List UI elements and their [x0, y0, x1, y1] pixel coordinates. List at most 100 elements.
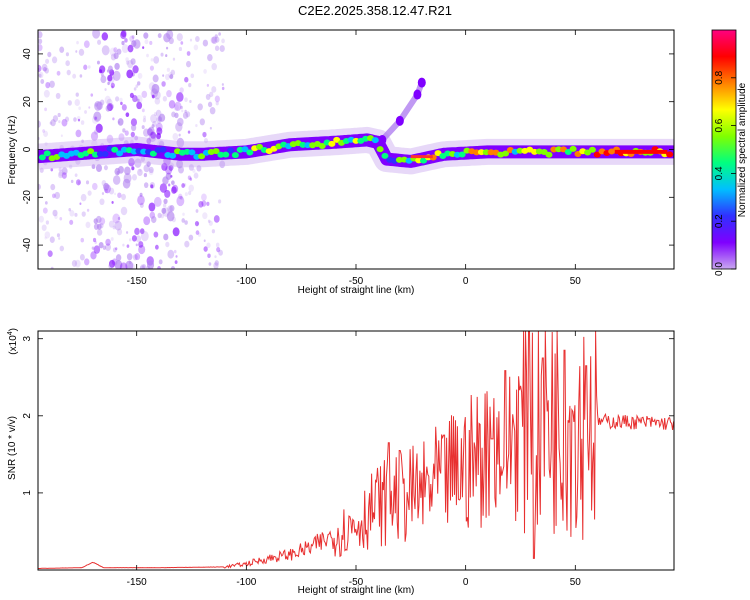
spectrogram-scatter-point	[187, 175, 192, 180]
spectrogram-scatter-point	[201, 193, 207, 201]
spectrogram-scatter-point	[126, 244, 130, 248]
spectrogram-scatter-point	[150, 184, 154, 189]
spectrogram-scatter-point	[94, 240, 97, 244]
spectrogram-branch-point	[413, 89, 422, 100]
spectrogram-scatter-point	[168, 164, 174, 171]
spectrogram-scatter-point	[141, 125, 145, 130]
spectrogram-scatter-point	[176, 195, 185, 207]
spectrogram-panel: -150 -100 -50 0 50 -40 -20 0 20 40 Height of str…	[7, 29, 675, 296]
spectrogram-scatter-point	[143, 115, 146, 120]
spectrogram-amplitude-cell	[458, 151, 466, 158]
spectrogram-y-tick-label: 20	[22, 96, 33, 108]
spectrogram-scatter-point	[178, 165, 184, 174]
spectrogram-scatter-point	[150, 114, 158, 124]
spectrogram-scatter-point	[58, 237, 61, 240]
spectrogram-scatter-point	[90, 251, 97, 260]
spectrogram-scatter-point	[174, 112, 179, 119]
spectrogram-scatter-point	[162, 95, 167, 102]
spectrogram-scatter-point	[77, 118, 81, 122]
spectrogram-branch-point	[417, 77, 426, 88]
spectrogram-scatter-point	[39, 167, 44, 173]
spectrogram-scatter-point	[108, 187, 115, 195]
spectrogram-scatter-point	[114, 220, 122, 231]
spectrogram-scatter-point	[96, 228, 103, 236]
spectrogram-scatter-point	[162, 203, 167, 208]
spectrogram-scatter-point	[129, 47, 132, 51]
spectrogram-scatter-point	[59, 46, 65, 53]
spectrogram-scatter-point	[47, 51, 52, 58]
spectrogram-scatter-point	[49, 80, 55, 88]
spectrogram-scatter-point	[218, 249, 223, 256]
spectrogram-scatter-point	[181, 109, 184, 113]
spectrogram-amplitude-cell	[376, 146, 384, 153]
snr-y-tick-label: 1	[22, 490, 33, 496]
spectrogram-scatter-point	[125, 112, 130, 118]
spectrogram-scatter-point	[40, 79, 45, 84]
spectrogram-scatter-point	[50, 266, 54, 269]
spectrogram-scatter-point	[188, 234, 194, 241]
spectrogram-scatter-point	[196, 165, 202, 172]
spectrogram-scatter-point	[166, 90, 172, 98]
spectrogram-scatter-point	[75, 129, 82, 138]
spectrogram-scatter-point	[207, 219, 211, 223]
spectrogram-scatter-point	[139, 265, 145, 269]
spectrogram-amplitude-cell	[333, 136, 341, 143]
spectrogram-scatter-point	[207, 101, 213, 108]
spectrogram-scatter-point	[188, 184, 194, 192]
spectrogram-scatter-point	[188, 164, 194, 171]
spectrogram-scatter-point	[73, 117, 77, 122]
snr-x-tick-label: -100	[236, 577, 256, 588]
spectrogram-scatter-point	[154, 97, 161, 105]
spectrogram-scatter-point	[57, 112, 61, 118]
spectrogram-branch-point	[378, 134, 387, 145]
colorbar-tick-label: 0.8	[714, 70, 725, 84]
spectrogram-scatter-point	[137, 72, 143, 79]
spectrogram-scatter-point	[64, 116, 70, 122]
spectrogram-x-tick-label: -100	[236, 276, 256, 287]
spectrogram-amplitude-cell	[96, 150, 104, 157]
spectrogram-scatter-point	[184, 240, 190, 248]
spectrogram-scatter-point	[134, 158, 142, 168]
spectrogram-scatter-point	[87, 65, 91, 69]
spectrogram-amplitude-cell	[198, 153, 206, 160]
spectrogram-scatter-point	[99, 198, 105, 206]
spectrogram-scatter-point	[126, 231, 129, 234]
spectrogram-scatter-point	[108, 259, 116, 268]
spectrogram-scatter-point	[196, 221, 200, 226]
spectrogram-scatter-point	[44, 201, 48, 205]
spectrogram-scatter-point	[98, 69, 103, 74]
spectrogram-amplitude-cell	[241, 146, 249, 153]
spectrogram-branch	[380, 81, 425, 142]
spectrogram-scatter-point	[139, 202, 144, 208]
spectrogram-y-tick-label: -40	[22, 237, 33, 252]
spectrogram-scatter-point	[60, 134, 63, 138]
spectrogram-scatter-point	[66, 69, 71, 76]
snr-y-axis: 1 2 3	[22, 335, 674, 496]
spectrogram-scatter-point	[188, 190, 192, 196]
spectrogram-scatter-point	[50, 183, 56, 191]
spectrogram-scatter-point	[161, 162, 168, 171]
spectrogram-scatter-point	[215, 101, 219, 106]
spectrogram-scatter-point	[128, 238, 132, 242]
spectrogram-scatter-point	[151, 124, 155, 129]
spectrogram-scatter-point	[79, 254, 85, 261]
spectrogram-scatter-point	[176, 137, 185, 148]
spectrogram-scatter-point	[170, 266, 176, 269]
snr-panel: -150 -100 -50 0 50 1 2 3 Height of straight li…	[7, 328, 675, 596]
spectrogram-scatter-point	[184, 109, 187, 113]
spectrogram-amplitude-cell	[352, 137, 360, 144]
spectrogram-scatter-point	[103, 165, 108, 171]
spectrogram-amplitude-cell	[564, 149, 572, 156]
spectrogram-scatter-point	[207, 253, 211, 258]
spectrogram-scatter-point	[221, 86, 225, 91]
spectrogram-scatter-point	[221, 38, 225, 44]
spectrogram-scatter-point	[172, 57, 176, 61]
spectrogram-amplitude-cell	[482, 149, 490, 156]
spectrogram-scatter-point	[84, 110, 87, 114]
spectrogram-scatter-cloud	[38, 30, 226, 269]
spectrogram-scatter-point	[69, 164, 73, 169]
spectrogram-scatter-point	[168, 183, 171, 187]
spectrogram-scatter-point	[165, 46, 169, 50]
spectrogram-scatter-point	[176, 33, 183, 42]
